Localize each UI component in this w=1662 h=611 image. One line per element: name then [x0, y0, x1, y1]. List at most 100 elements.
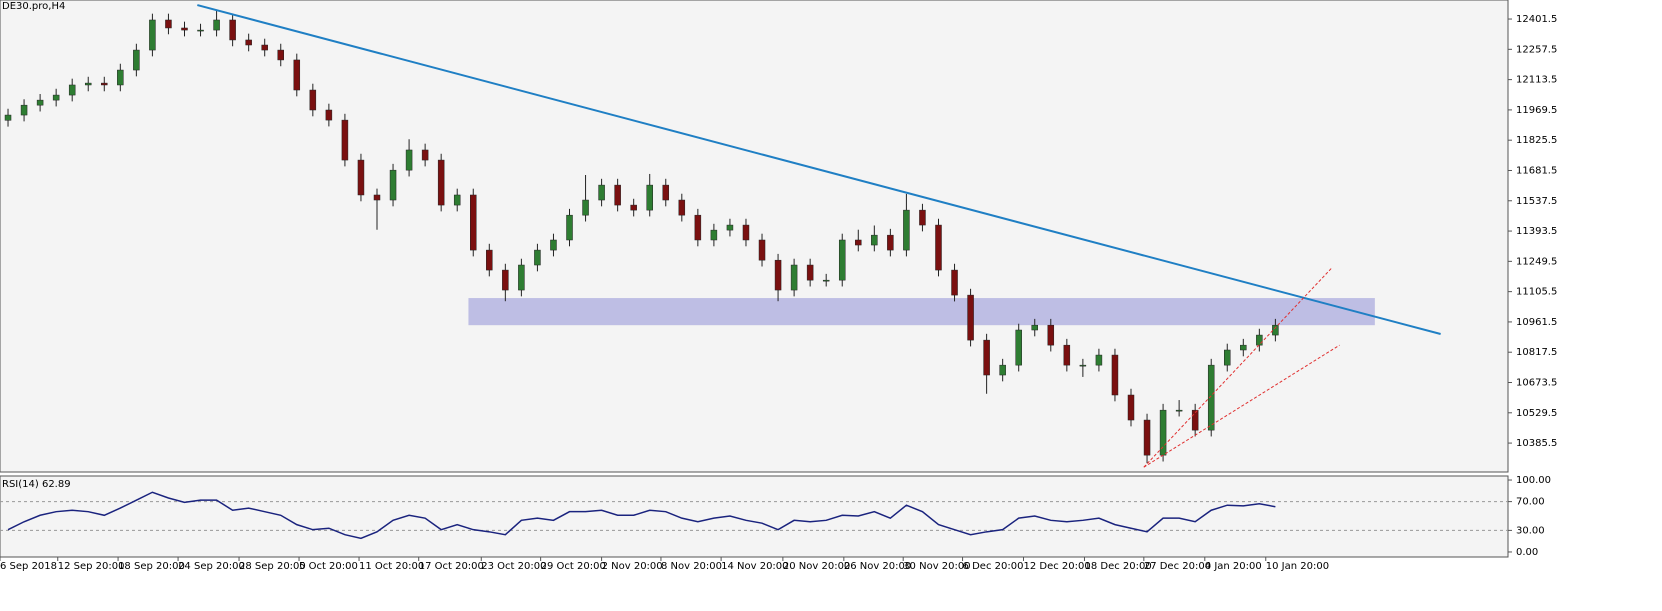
candle-body [871, 234, 878, 246]
candle-body [1240, 344, 1247, 351]
candle-body [1127, 394, 1135, 421]
y-tick-label: 12257.5 [1516, 44, 1557, 55]
candle-body [101, 82, 108, 86]
candle-body [806, 264, 814, 281]
x-tick-label: 2 Nov 20:00 [602, 561, 663, 572]
candle-body [357, 159, 365, 196]
y-tick-label: 10961.5 [1516, 317, 1557, 328]
candle-body [20, 104, 28, 116]
candle-body [951, 269, 958, 296]
price-panel [0, 0, 1509, 473]
candle-body [149, 19, 156, 51]
candle-body [550, 239, 557, 251]
candle-body [229, 19, 236, 41]
candle-body [309, 89, 317, 111]
candle-body [197, 29, 204, 32]
x-tick-label: 26 Nov 20:00 [844, 561, 911, 572]
candle-body [534, 249, 541, 266]
y-tick-label: 10385.5 [1516, 438, 1557, 449]
x-tick-label: 4 Jan 20:00 [1205, 561, 1262, 572]
candle-body [117, 69, 124, 86]
x-tick-label: 29 Oct 20:00 [541, 561, 606, 572]
candle-body [630, 204, 637, 211]
candle-body [1191, 409, 1199, 431]
candle-body [614, 184, 621, 206]
candle-body [662, 184, 670, 201]
candle-body [68, 84, 76, 96]
rsi-y-tick-label: 100.00 [1516, 475, 1551, 486]
candle-body [293, 59, 301, 91]
candle-body [1175, 409, 1183, 412]
y-tick-label: 11969.5 [1516, 105, 1557, 116]
y-tick-label: 11825.5 [1516, 135, 1557, 146]
candle-body [341, 119, 349, 161]
candle-body [470, 194, 477, 251]
candle-body [421, 149, 429, 161]
y-tick-label: 11105.5 [1516, 287, 1557, 298]
x-tick-label: 23 Oct 20:00 [481, 561, 546, 572]
candle-body [133, 49, 140, 71]
candle-body [566, 214, 573, 241]
rsi-title: RSI(14) 62.89 [2, 479, 71, 490]
x-tick-label: 14 Nov 20:00 [721, 561, 788, 572]
trendline [197, 4, 1441, 335]
zone [468, 298, 1375, 326]
candle-body [518, 264, 525, 291]
candle-body [405, 149, 413, 171]
candle-body [181, 27, 188, 31]
candle-body [1047, 324, 1055, 346]
candle-body [165, 19, 172, 29]
rsi-line [7, 491, 1276, 540]
candle-body [1207, 364, 1215, 431]
candle-body [1031, 324, 1038, 331]
y-tick-label: 10817.5 [1516, 347, 1557, 358]
candle-body [838, 239, 846, 281]
rsi-y-tick-label: 70.00 [1516, 497, 1545, 508]
x-tick-label: 17 Oct 20:00 [419, 561, 484, 572]
candle-body [742, 224, 750, 241]
candle-body [999, 364, 1006, 376]
candle-body [903, 209, 910, 251]
candle-body [822, 279, 830, 282]
x-tick-label: 12 Sep 20:00 [58, 561, 125, 572]
candle-body [261, 44, 268, 51]
candle-body [52, 94, 60, 101]
x-tick-label: 11 Oct 20:00 [359, 561, 424, 572]
candle-body [1015, 329, 1022, 366]
candle-body [678, 199, 686, 216]
x-tick-label: 28 Sep 20:00 [239, 561, 306, 572]
candle-body [1143, 419, 1151, 456]
candle-body [646, 184, 653, 211]
candle-body [373, 194, 381, 201]
x-tick-label: 18 Dec 20:00 [1084, 561, 1151, 572]
candle-body [1272, 324, 1279, 336]
support-line [1143, 267, 1332, 468]
candle-body [213, 19, 220, 31]
candle-body [277, 49, 284, 61]
candle-body [245, 39, 252, 46]
candle-body [1079, 364, 1087, 367]
support-line [1143, 344, 1340, 468]
candle-body [36, 99, 44, 106]
x-tick-label: 6 Dec 20:00 [963, 561, 1024, 572]
y-tick-label: 12113.5 [1516, 75, 1557, 86]
candle-body [935, 224, 942, 271]
x-tick-label: 30 Nov 20:00 [903, 561, 970, 572]
chart-title: DE30.pro,H4 [2, 1, 65, 12]
candle-body [1095, 354, 1103, 366]
y-tick-label: 11393.5 [1516, 226, 1557, 237]
candle-body [726, 224, 734, 231]
candle-body [710, 229, 718, 241]
candle-body [774, 259, 782, 291]
y-tick-label: 11537.5 [1516, 196, 1557, 207]
candle-body [4, 114, 12, 121]
candle-body [453, 194, 461, 206]
candle-body [84, 82, 92, 86]
x-tick-label: 20 Nov 20:00 [783, 561, 850, 572]
x-tick-label: 10 Jan 20:00 [1266, 561, 1329, 572]
candle-body [1063, 344, 1071, 366]
candle-body [694, 214, 702, 241]
x-tick-label: 8 Nov 20:00 [661, 561, 722, 572]
y-tick-label: 11681.5 [1516, 165, 1557, 176]
